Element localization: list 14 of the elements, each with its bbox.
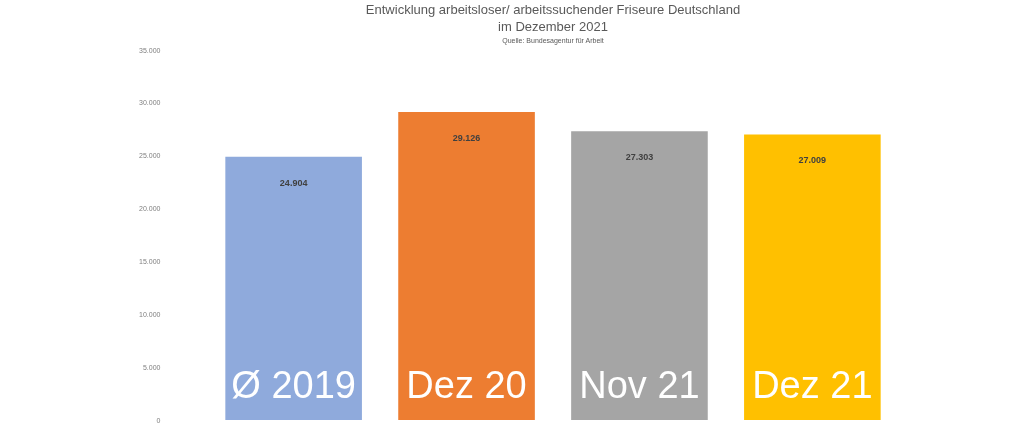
data-label: 27.303 — [625, 152, 654, 163]
data-label: 29.126 — [452, 133, 481, 144]
chart-subtitle: im Dezember 2021 — [498, 19, 608, 34]
bar — [225, 156, 362, 420]
x-tick-label: Dez 21 — [752, 364, 873, 406]
bar — [571, 131, 708, 420]
x-tick-label: Dez 20 — [406, 364, 527, 406]
data-label: 24.904 — [279, 177, 308, 188]
bar — [398, 112, 535, 420]
x-tick-label: Ø 2019 — [231, 364, 356, 406]
x-tick-label: Nov 21 — [579, 364, 700, 406]
bar — [744, 134, 881, 420]
data-label: 27.009 — [798, 155, 827, 166]
chart-title: Entwicklung arbeitsloser/ arbeitssuchender Friseure Deutschland — [365, 2, 741, 17]
